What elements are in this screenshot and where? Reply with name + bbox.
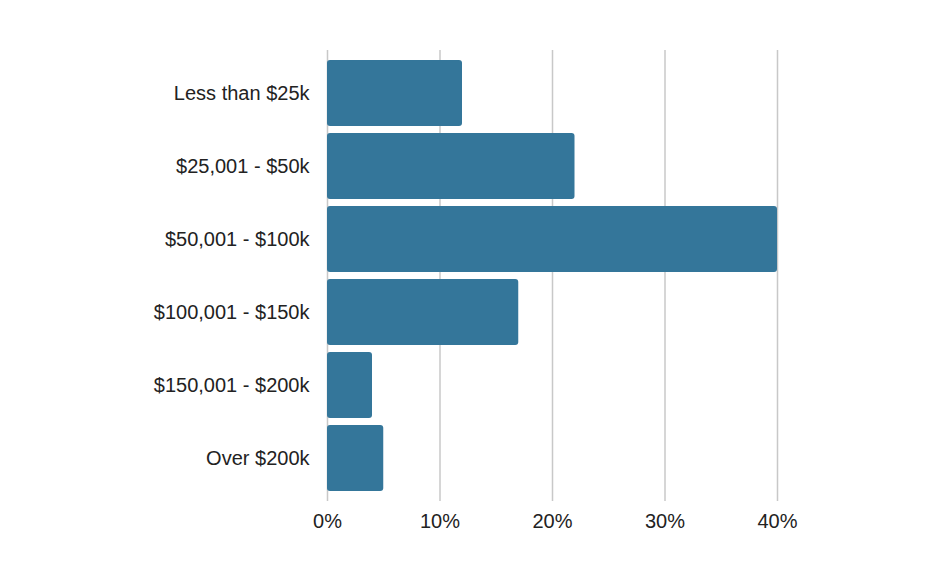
svg-text:$50,001 - $100k: $50,001 - $100k [165, 228, 311, 250]
svg-text:$25,001 - $50k: $25,001 - $50k [176, 155, 310, 177]
svg-text:Less than $25k: Less than $25k [174, 82, 311, 104]
svg-text:0%: 0% [313, 510, 342, 532]
svg-text:Over $200k: Over $200k [206, 447, 310, 469]
svg-text:40%: 40% [757, 510, 797, 532]
svg-text:$150,001 - $200k: $150,001 - $200k [154, 374, 311, 396]
svg-text:30%: 30% [645, 510, 685, 532]
svg-text:$100,001 - $150k: $100,001 - $150k [154, 301, 311, 323]
svg-text:10%: 10% [420, 510, 460, 532]
svg-text:20%: 20% [532, 510, 572, 532]
